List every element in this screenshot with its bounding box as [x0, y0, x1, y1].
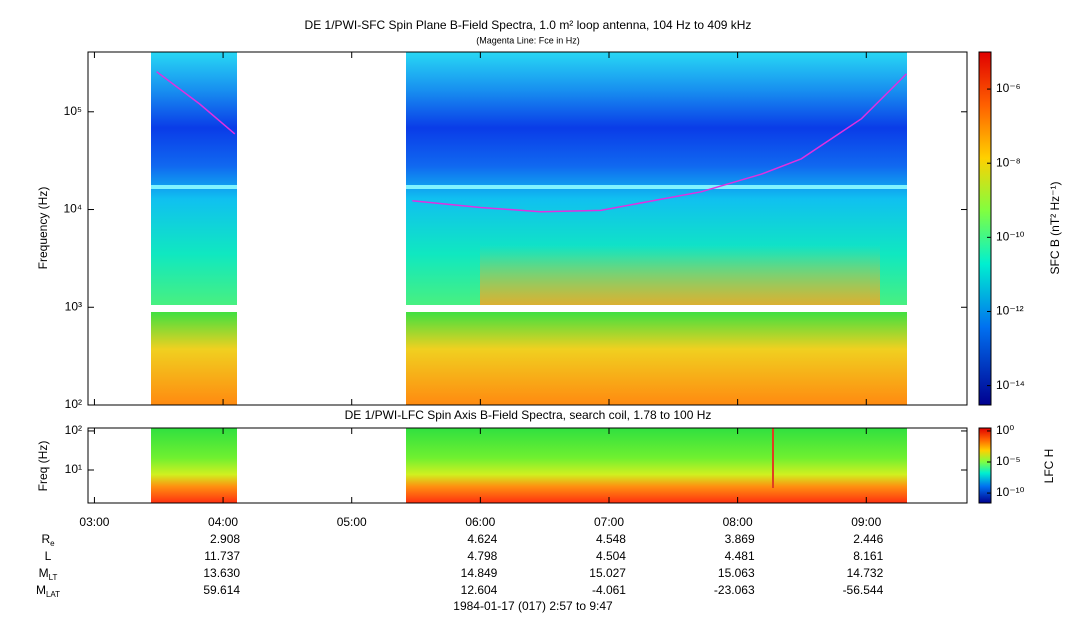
chart-subtitle: (Magenta Line: Fce in Hz)	[476, 35, 580, 45]
ephemeris-value: 2.908	[210, 532, 240, 546]
colorbar	[978, 427, 992, 504]
y-axis-label: Frequency (Hz)	[36, 187, 50, 270]
colorbar-tick-label: 10⁻⁶	[996, 81, 1021, 95]
ephemeris-value: 13.630	[203, 566, 240, 580]
footer: 1984-01-17 (017) 2:57 to 9:47	[453, 599, 613, 613]
colorbar-tick-label: 10⁻⁸	[996, 155, 1021, 169]
ephemeris-value: 4.504	[596, 549, 626, 563]
plot-frame	[87, 427, 968, 504]
ephemeris-value: 12.604	[461, 583, 498, 597]
ephemeris-value: -56.544	[843, 583, 884, 597]
ephemeris-value: 4.548	[596, 532, 626, 546]
ephemeris-value: 15.027	[589, 566, 626, 580]
x-tick-label: 03:00	[79, 515, 109, 529]
fce-line	[156, 71, 908, 213]
colorbar-tick-label: 10⁻¹⁰	[996, 230, 1025, 244]
ephemeris-value: 2.446	[853, 532, 883, 546]
ephemeris-label: MLT	[39, 566, 58, 582]
ephemeris-value: -4.061	[592, 583, 626, 597]
colorbar-label: LFC H	[1042, 449, 1056, 484]
ephemeris-value: 4.481	[725, 549, 755, 563]
x-tick-label: 06:00	[465, 515, 495, 529]
ephemeris-sub: LAT	[46, 590, 60, 599]
ephemeris-value: -23.063	[714, 583, 755, 597]
chart-title: DE 1/PWI-SFC Spin Plane B-Field Spectra,…	[305, 18, 752, 32]
colorbar-tick-label: 10⁻¹²	[996, 304, 1024, 318]
colorbar-label: SFC B (nT² Hz⁻¹)	[1048, 182, 1062, 275]
x-tick-label: 08:00	[723, 515, 753, 529]
y-tick-label: 10⁵	[64, 104, 82, 118]
ephemeris-label: M	[36, 583, 46, 597]
ephemeris-value: 4.798	[467, 549, 497, 563]
ephemeris-value: 11.737	[204, 549, 240, 563]
y-tick-label: 10²	[65, 423, 82, 437]
ephemeris-value: 4.624	[467, 532, 497, 546]
ephemeris-value: 15.063	[718, 566, 755, 580]
y-tick-label: 10²	[65, 397, 82, 411]
colorbar-tick-label: 10⁻¹⁰	[996, 485, 1025, 499]
x-tick-label: 05:00	[337, 515, 367, 529]
colorbar-tick-label: 10⁻⁵	[996, 454, 1021, 468]
x-tick-label: 07:00	[594, 515, 624, 529]
y-tick-label: 10¹	[65, 462, 82, 476]
ephemeris-value: 14.849	[461, 566, 498, 580]
ephemeris-value: 59.614	[203, 583, 240, 597]
ephemeris-label: L	[45, 549, 52, 563]
ephemeris-label: M	[39, 566, 49, 580]
ephemeris-sub: e	[50, 539, 55, 548]
ephemeris-value: 3.869	[725, 532, 755, 546]
x-tick-label: 04:00	[208, 515, 238, 529]
ephemeris-label: MLAT	[36, 583, 60, 599]
y-tick-label: 10⁴	[63, 202, 82, 216]
ephemeris-label: Re	[41, 532, 55, 548]
spectrogram-image	[151, 52, 907, 503]
ephemeris-label: R	[41, 532, 50, 546]
chart-title: DE 1/PWI-LFC Spin Axis B-Field Spectra, …	[345, 408, 712, 422]
ephemeris-value: 14.732	[847, 566, 884, 580]
x-tick-label: 09:00	[851, 515, 881, 529]
colorbar-tick-label: 10⁰	[996, 423, 1014, 437]
ephemeris-value: 8.161	[853, 549, 883, 563]
ephemeris-label: L	[45, 549, 52, 563]
colorbar	[978, 51, 992, 406]
ephemeris-sub: LT	[49, 573, 58, 582]
colorbar-tick-label: 10⁻¹⁴	[996, 378, 1025, 392]
plot-frame	[87, 51, 968, 406]
y-axis-label: Freq (Hz)	[36, 441, 50, 492]
y-tick-label: 10³	[65, 299, 82, 313]
